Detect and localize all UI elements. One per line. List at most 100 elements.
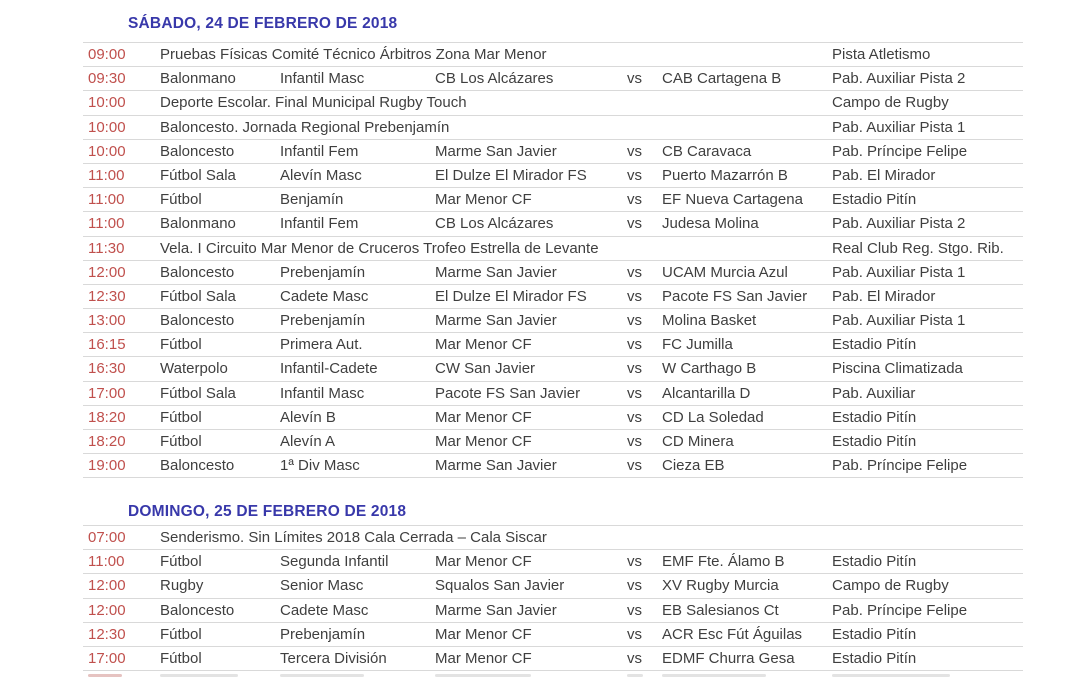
category-cell: Alevín Masc — [280, 166, 362, 184]
home-team-cell: Marme San Javier — [435, 142, 557, 160]
time-cell: 11:00 — [88, 166, 125, 184]
category-cell: Prebenjamín — [280, 312, 366, 330]
time-cell: 11:00 — [88, 215, 125, 233]
vs-label: vs — [627, 215, 642, 233]
schedule-row: 12:30 Fútbol Sala Cadete Masc El Dulze El M… — [83, 285, 1023, 310]
schedule-row: 16:30 Waterpolo Infantil-Cadete CW San Javi… — [83, 357, 1023, 382]
time-cell: 18:20 — [88, 433, 126, 450]
schedule-row: 18:20 Fútbol Alevín B Mar Menor CF vs CD La S… — [83, 406, 1023, 430]
sport-cell: Fútbol Sala — [160, 166, 236, 184]
time-cell: 16:15 — [88, 336, 126, 354]
venue-cell: Estadio Pitín — [832, 433, 917, 450]
vs-label: vs — [627, 336, 642, 354]
venue-cell: Pab. Auxiliar Pista 2 — [832, 215, 966, 233]
vs-label: vs — [627, 166, 642, 184]
schedule-row: 11:30 Vela. I Circuito Mar Menor de Cruce… — [83, 237, 1023, 261]
away-team-cell: XV Rugby Murcia — [662, 577, 779, 595]
home-team-cell: Mar Menor CF — [435, 625, 532, 643]
time-cell: 17:00 — [88, 384, 126, 402]
time-cell: 12:00 — [88, 601, 126, 619]
away-team-cell: CAB Cartagena B — [662, 70, 782, 88]
schedule-row: 11:00 Fútbol Sala Alevín Masc El Dulze El M… — [83, 164, 1023, 189]
sport-cell: Fútbol — [160, 553, 202, 571]
home-team-cell: CW San Javier — [435, 360, 536, 378]
vs-label: vs — [627, 408, 642, 426]
sport-cell: Fútbol — [160, 649, 202, 667]
day-section: SÁBADO, 24 DE FEBRERO DE 2018 09:00 Prueba… — [0, 15, 1080, 479]
time-cell: 16:30 — [88, 360, 126, 378]
category-cell: Tercera División — [280, 649, 387, 667]
sport-cell: Baloncesto — [160, 312, 235, 330]
vs-label: vs — [627, 384, 642, 402]
away-team-cell: EMF Fte. Álamo B — [662, 553, 785, 571]
category-cell: Primera Aut. — [280, 336, 363, 354]
category-cell: Cadete Masc — [280, 601, 369, 619]
category-cell: Infantil Fem — [280, 215, 359, 233]
category-cell: Prebenjamín — [280, 625, 366, 643]
venue-cell: Real Club Reg. Stgo. Rib. — [832, 239, 1004, 257]
event-description-cell: Deporte Escolar. Final Municipal Rugby T… — [160, 94, 467, 112]
home-team-cell: El Dulze El Mirador FS — [435, 166, 587, 184]
home-team-cell: Marme San Javier — [435, 601, 557, 619]
category-cell: Infantil Masc — [280, 384, 365, 402]
time-cell: 09:30 — [88, 70, 126, 88]
event-description-cell: Senderismo. Sin Límites 2018 Cala Cerrad… — [160, 529, 547, 546]
time-cell: 13:00 — [88, 312, 126, 330]
away-team-cell: EF Nueva Cartagena — [662, 191, 803, 209]
category-cell: Benjamín — [280, 191, 344, 209]
vs-label: vs — [627, 142, 642, 160]
venue-cell: Estadio Pitín — [832, 191, 917, 209]
sport-cell: Fútbol — [160, 408, 202, 426]
category-cell: 1ª Div Masc — [280, 457, 360, 475]
sport-cell: Rugby — [160, 577, 204, 595]
schedule-row: 12:00 Rugby Senior Masc Squalos San Javier v… — [83, 574, 1023, 599]
vs-label: vs — [627, 457, 642, 475]
home-team-cell: Squalos San Javier — [435, 577, 565, 595]
away-team-cell: FC Jumilla — [662, 336, 733, 354]
time-cell: 12:00 — [88, 577, 126, 595]
schedule-row — [83, 671, 1023, 677]
schedule-row: 11:00 Fútbol Segunda Infantil Mar Menor CF v… — [83, 550, 1023, 575]
day-section: DOMINGO, 25 DE FEBRERO DE 2018 07:00 Sende… — [0, 503, 1080, 677]
schedule-row: 12:30 Fútbol Prebenjamín Mar Menor CF vs ACR … — [83, 623, 1023, 647]
schedule-row: 10:00 Baloncesto. Jornada Regional Preben… — [83, 116, 1023, 140]
vs-label: vs — [627, 601, 642, 619]
schedule-table: 09:00 Pruebas Físicas Comité Técnico Árbi… — [83, 42, 1023, 479]
schedule-row: 19:00 Baloncesto 1ª Div Masc Marme San Javi… — [83, 454, 1023, 479]
venue-cell: Pab. Príncipe Felipe — [832, 601, 968, 619]
sport-cell: Fútbol — [160, 191, 202, 209]
venue-cell: Pab. Auxiliar Pista 1 — [832, 118, 966, 136]
away-team-cell: Alcantarilla D — [662, 384, 751, 402]
time-cell: 09:00 — [88, 46, 126, 63]
time-cell: 11:30 — [88, 239, 125, 257]
category-cell: Infantil-Cadete — [280, 360, 378, 378]
time-cell: 12:00 — [88, 263, 126, 281]
sport-cell: Baloncesto — [160, 457, 235, 475]
schedule-row: 11:00 Balonmano Infantil Fem CB Los Alcázar… — [83, 212, 1023, 237]
sport-cell: Baloncesto — [160, 601, 235, 619]
category-cell: Prebenjamín — [280, 263, 366, 281]
venue-cell: Pab. Auxiliar Pista 2 — [832, 70, 966, 88]
vs-label: vs — [627, 577, 642, 595]
venue-cell: Estadio Pitín — [832, 408, 917, 426]
category-cell: Alevín A — [280, 433, 336, 450]
time-cell: 10:00 — [88, 94, 126, 112]
vs-label: vs — [627, 553, 642, 571]
time-cell: 12:30 — [88, 625, 126, 643]
sport-cell: Baloncesto — [160, 142, 235, 160]
home-team-cell: Mar Menor CF — [435, 336, 532, 354]
sport-cell: Balonmano — [160, 215, 236, 233]
sport-cell: Fútbol — [160, 625, 202, 643]
time-cell: 10:00 — [88, 142, 126, 160]
away-team-cell: Cieza EB — [662, 457, 725, 475]
category-cell: Alevín B — [280, 408, 336, 426]
away-team-cell: UCAM Murcia Azul — [662, 263, 788, 281]
venue-cell: Estadio Pitín — [832, 625, 917, 643]
away-team-cell: W Carthago B — [662, 360, 757, 378]
home-team-cell: Marme San Javier — [435, 457, 557, 475]
home-team-cell: El Dulze El Mirador FS — [435, 287, 587, 305]
venue-cell: Pab. Auxiliar Pista 1 — [832, 312, 966, 330]
vs-label: vs — [627, 312, 642, 330]
vs-label: vs — [627, 191, 642, 209]
